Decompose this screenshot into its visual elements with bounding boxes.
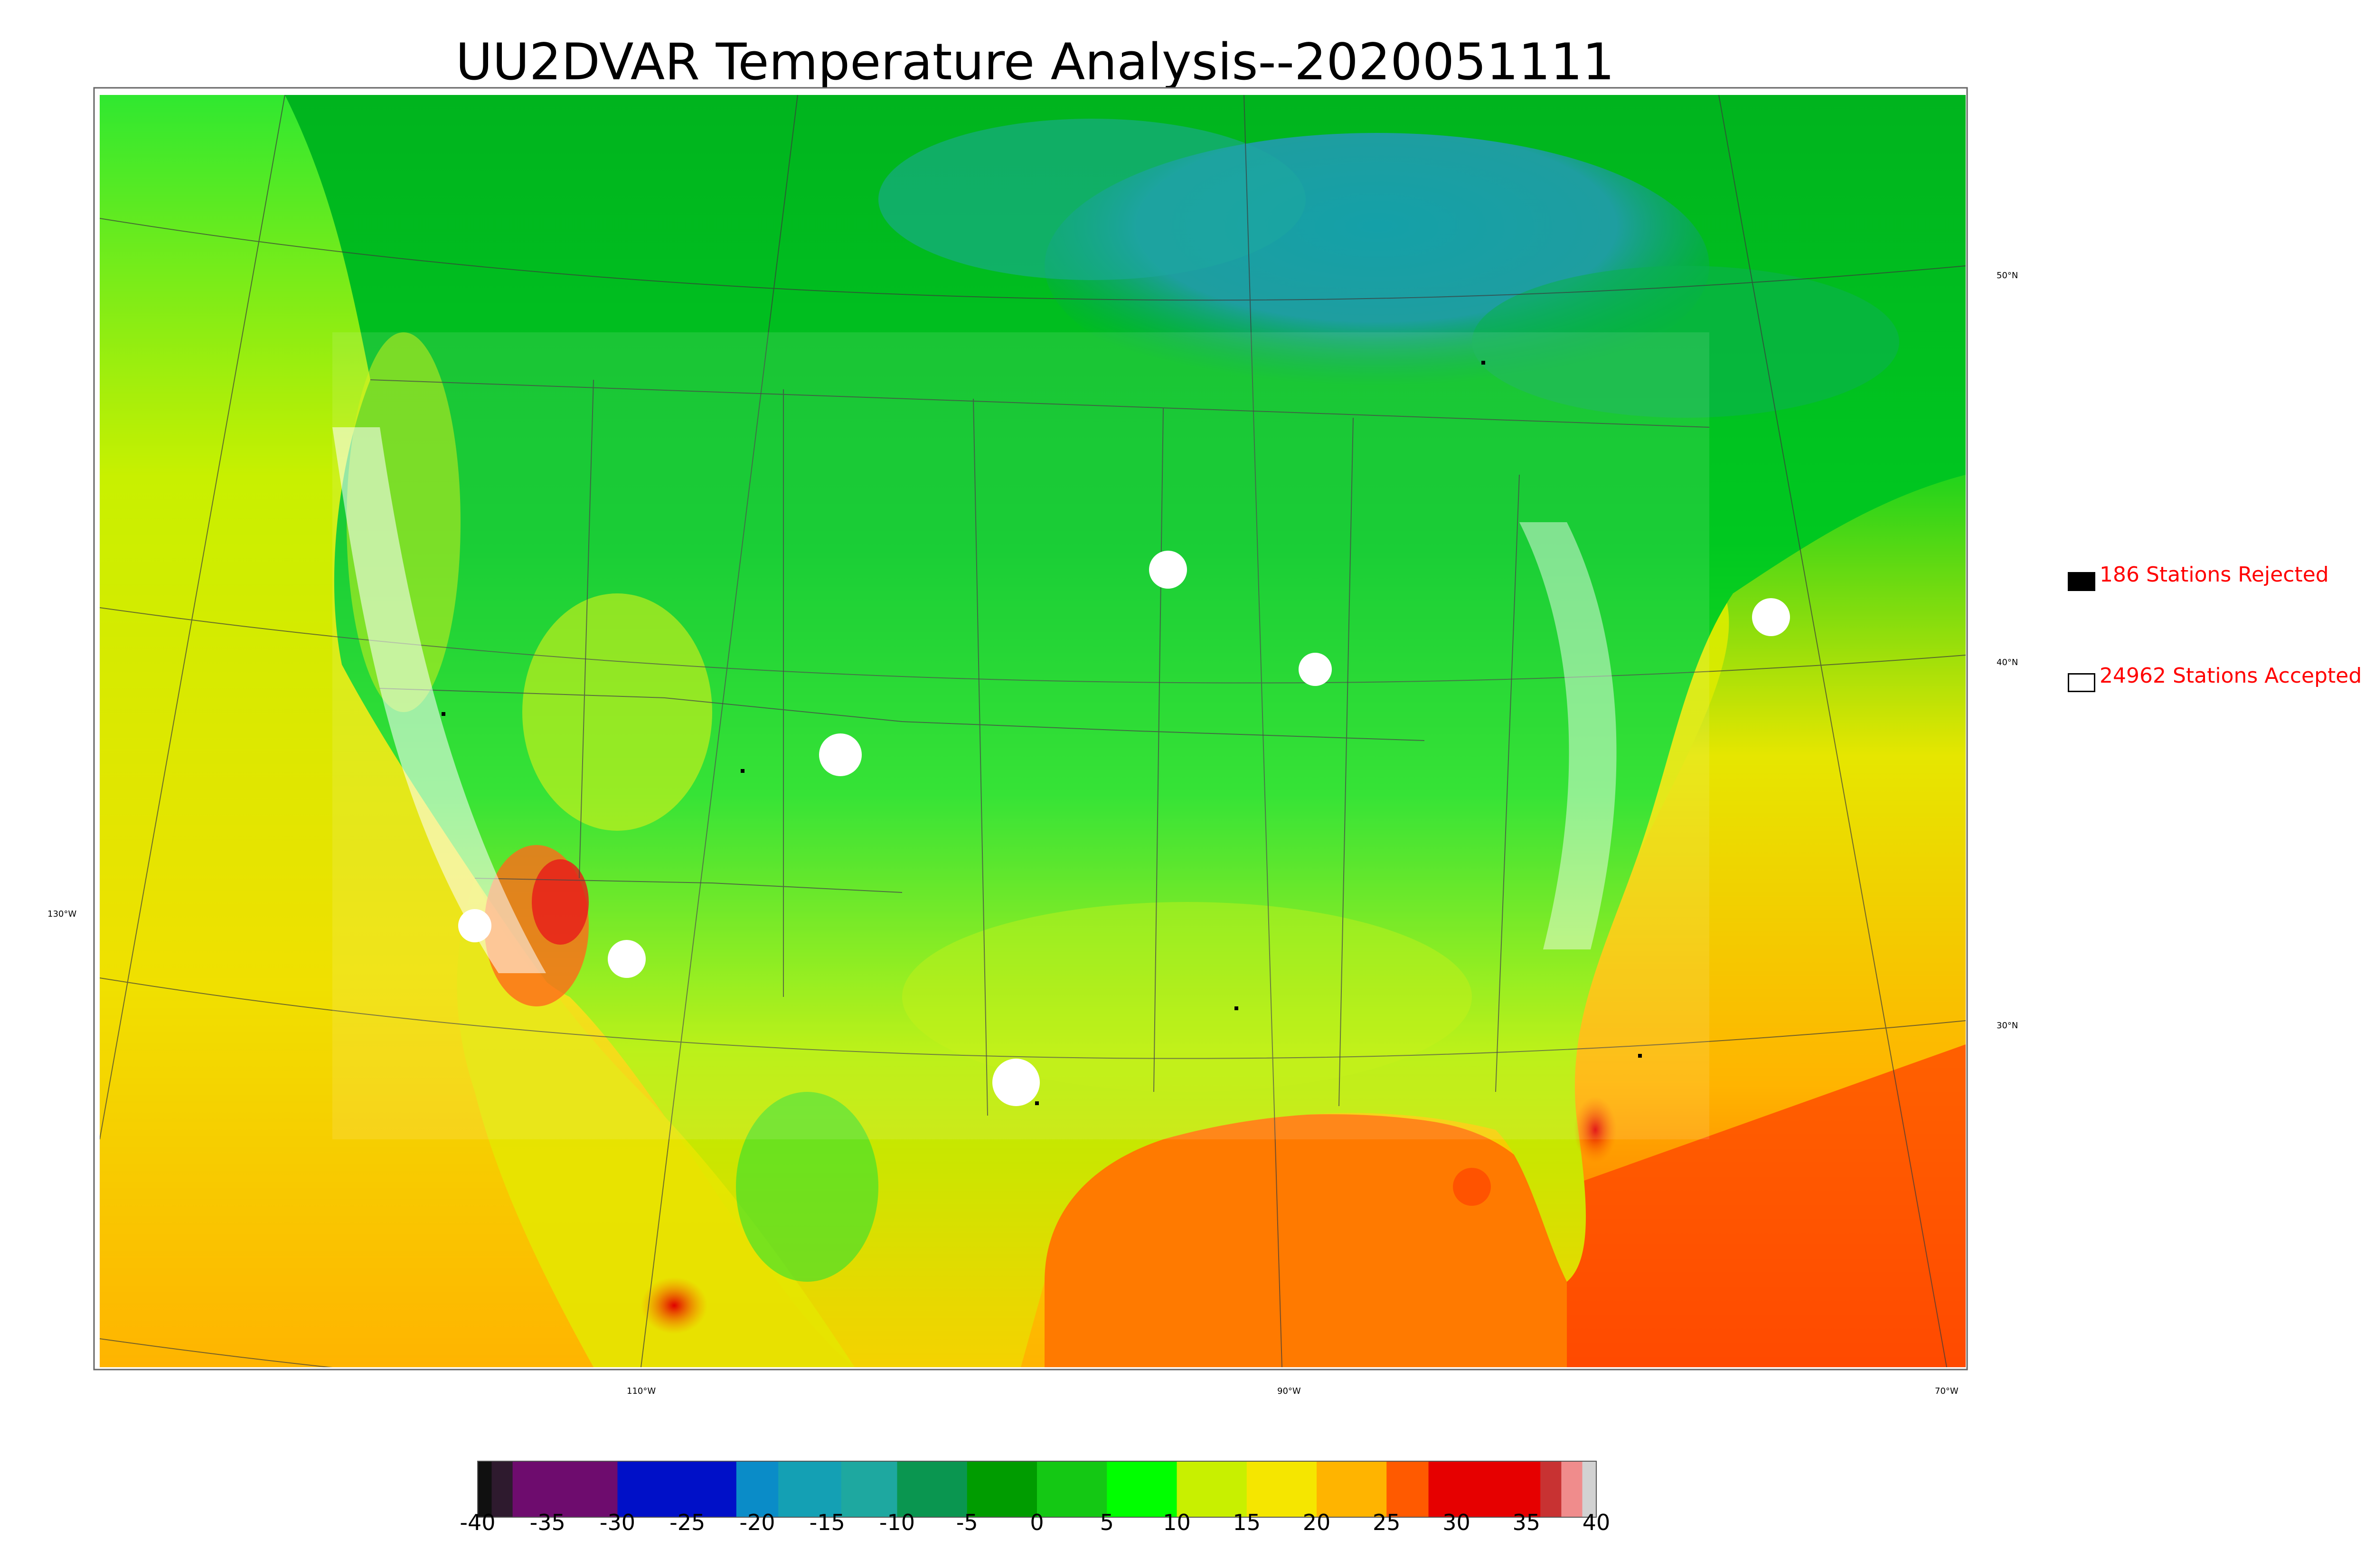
accepted-stations <box>332 332 1790 1139</box>
colorbar-band <box>1107 1461 1177 1517</box>
gulf-of-mexico <box>1045 1114 1567 1367</box>
colorbar-tick-label: -20 <box>739 1510 775 1535</box>
colorbar-band <box>841 1461 897 1517</box>
colorbar-band <box>736 1461 779 1517</box>
colorbar-tick-label: 20 <box>1302 1510 1331 1535</box>
colorbar-band <box>1561 1461 1583 1517</box>
colorbar-tick-label: -5 <box>956 1510 978 1535</box>
colorbar-band <box>778 1461 842 1517</box>
rejected-station-swatch <box>2068 572 2095 591</box>
colorbar-tick-label: -10 <box>879 1510 915 1535</box>
colorbar-band <box>1037 1461 1107 1517</box>
rejected-stations-label: 186 Stations Rejected <box>2100 563 2329 587</box>
colorbar-tick-label: 10 <box>1163 1510 1191 1535</box>
map-title: UU2DVAR Temperature Analysis--2020051111 <box>455 33 1615 91</box>
colorbar-tick-label: 30 <box>1442 1510 1470 1535</box>
colorbar-band <box>1386 1461 1429 1517</box>
rejected-stations <box>442 361 1642 1105</box>
colorbar-tick-label: 15 <box>1233 1510 1261 1535</box>
colorbar-band <box>967 1461 1037 1517</box>
colorbar-band <box>478 1461 492 1517</box>
colorbar-tick-label: 35 <box>1512 1510 1541 1535</box>
colorbar-tick-label: 40 <box>1582 1510 1611 1535</box>
graticule <box>100 95 1966 1367</box>
colorbar-band <box>512 1461 618 1517</box>
lon-label-70w: 70°W <box>1935 1386 1959 1396</box>
north-america-land <box>100 95 1966 1367</box>
lon-label-110w: 110°W <box>627 1386 656 1396</box>
colorbar-band <box>1428 1461 1541 1517</box>
colorbar-tick-label: -30 <box>599 1510 636 1535</box>
lat-label-50n: 50°N <box>1997 271 2018 281</box>
colorbar-band <box>1246 1461 1317 1517</box>
colorbar-outline <box>477 1461 1597 1518</box>
accepted-station-swatch <box>2068 673 2095 692</box>
colorbar-tick-label: 0 <box>1030 1510 1044 1535</box>
colorbar-band <box>1582 1461 1597 1517</box>
lon-label-130w: 130°W <box>47 909 77 919</box>
lat-label-40n: 40°N <box>1997 657 2018 667</box>
colorbar-tick-label: -35 <box>529 1510 565 1535</box>
colorbar-tick-label: 5 <box>1100 1510 1114 1535</box>
state-borders <box>370 379 1710 1116</box>
colorbar-tick-label: -15 <box>809 1510 845 1535</box>
colorbar-tick-label: -40 <box>460 1510 496 1535</box>
colorbar-band <box>1177 1461 1247 1517</box>
colorbar-band <box>897 1461 968 1517</box>
colorbar-tick-label: -25 <box>669 1510 706 1535</box>
caribbean-warm <box>1567 1044 1966 1367</box>
colorbar-band <box>491 1461 513 1517</box>
colorbar-tick-label: 25 <box>1372 1510 1401 1535</box>
colorbar-band <box>1540 1461 1562 1517</box>
lat-label-30n: 30°N <box>1997 1021 2018 1031</box>
colorbar-band <box>1317 1461 1387 1517</box>
accepted-stations-label: 24962 Stations Accepted <box>2100 664 2362 688</box>
colorbar-band <box>617 1461 737 1517</box>
lon-label-90w: 90°W <box>1277 1386 1301 1396</box>
